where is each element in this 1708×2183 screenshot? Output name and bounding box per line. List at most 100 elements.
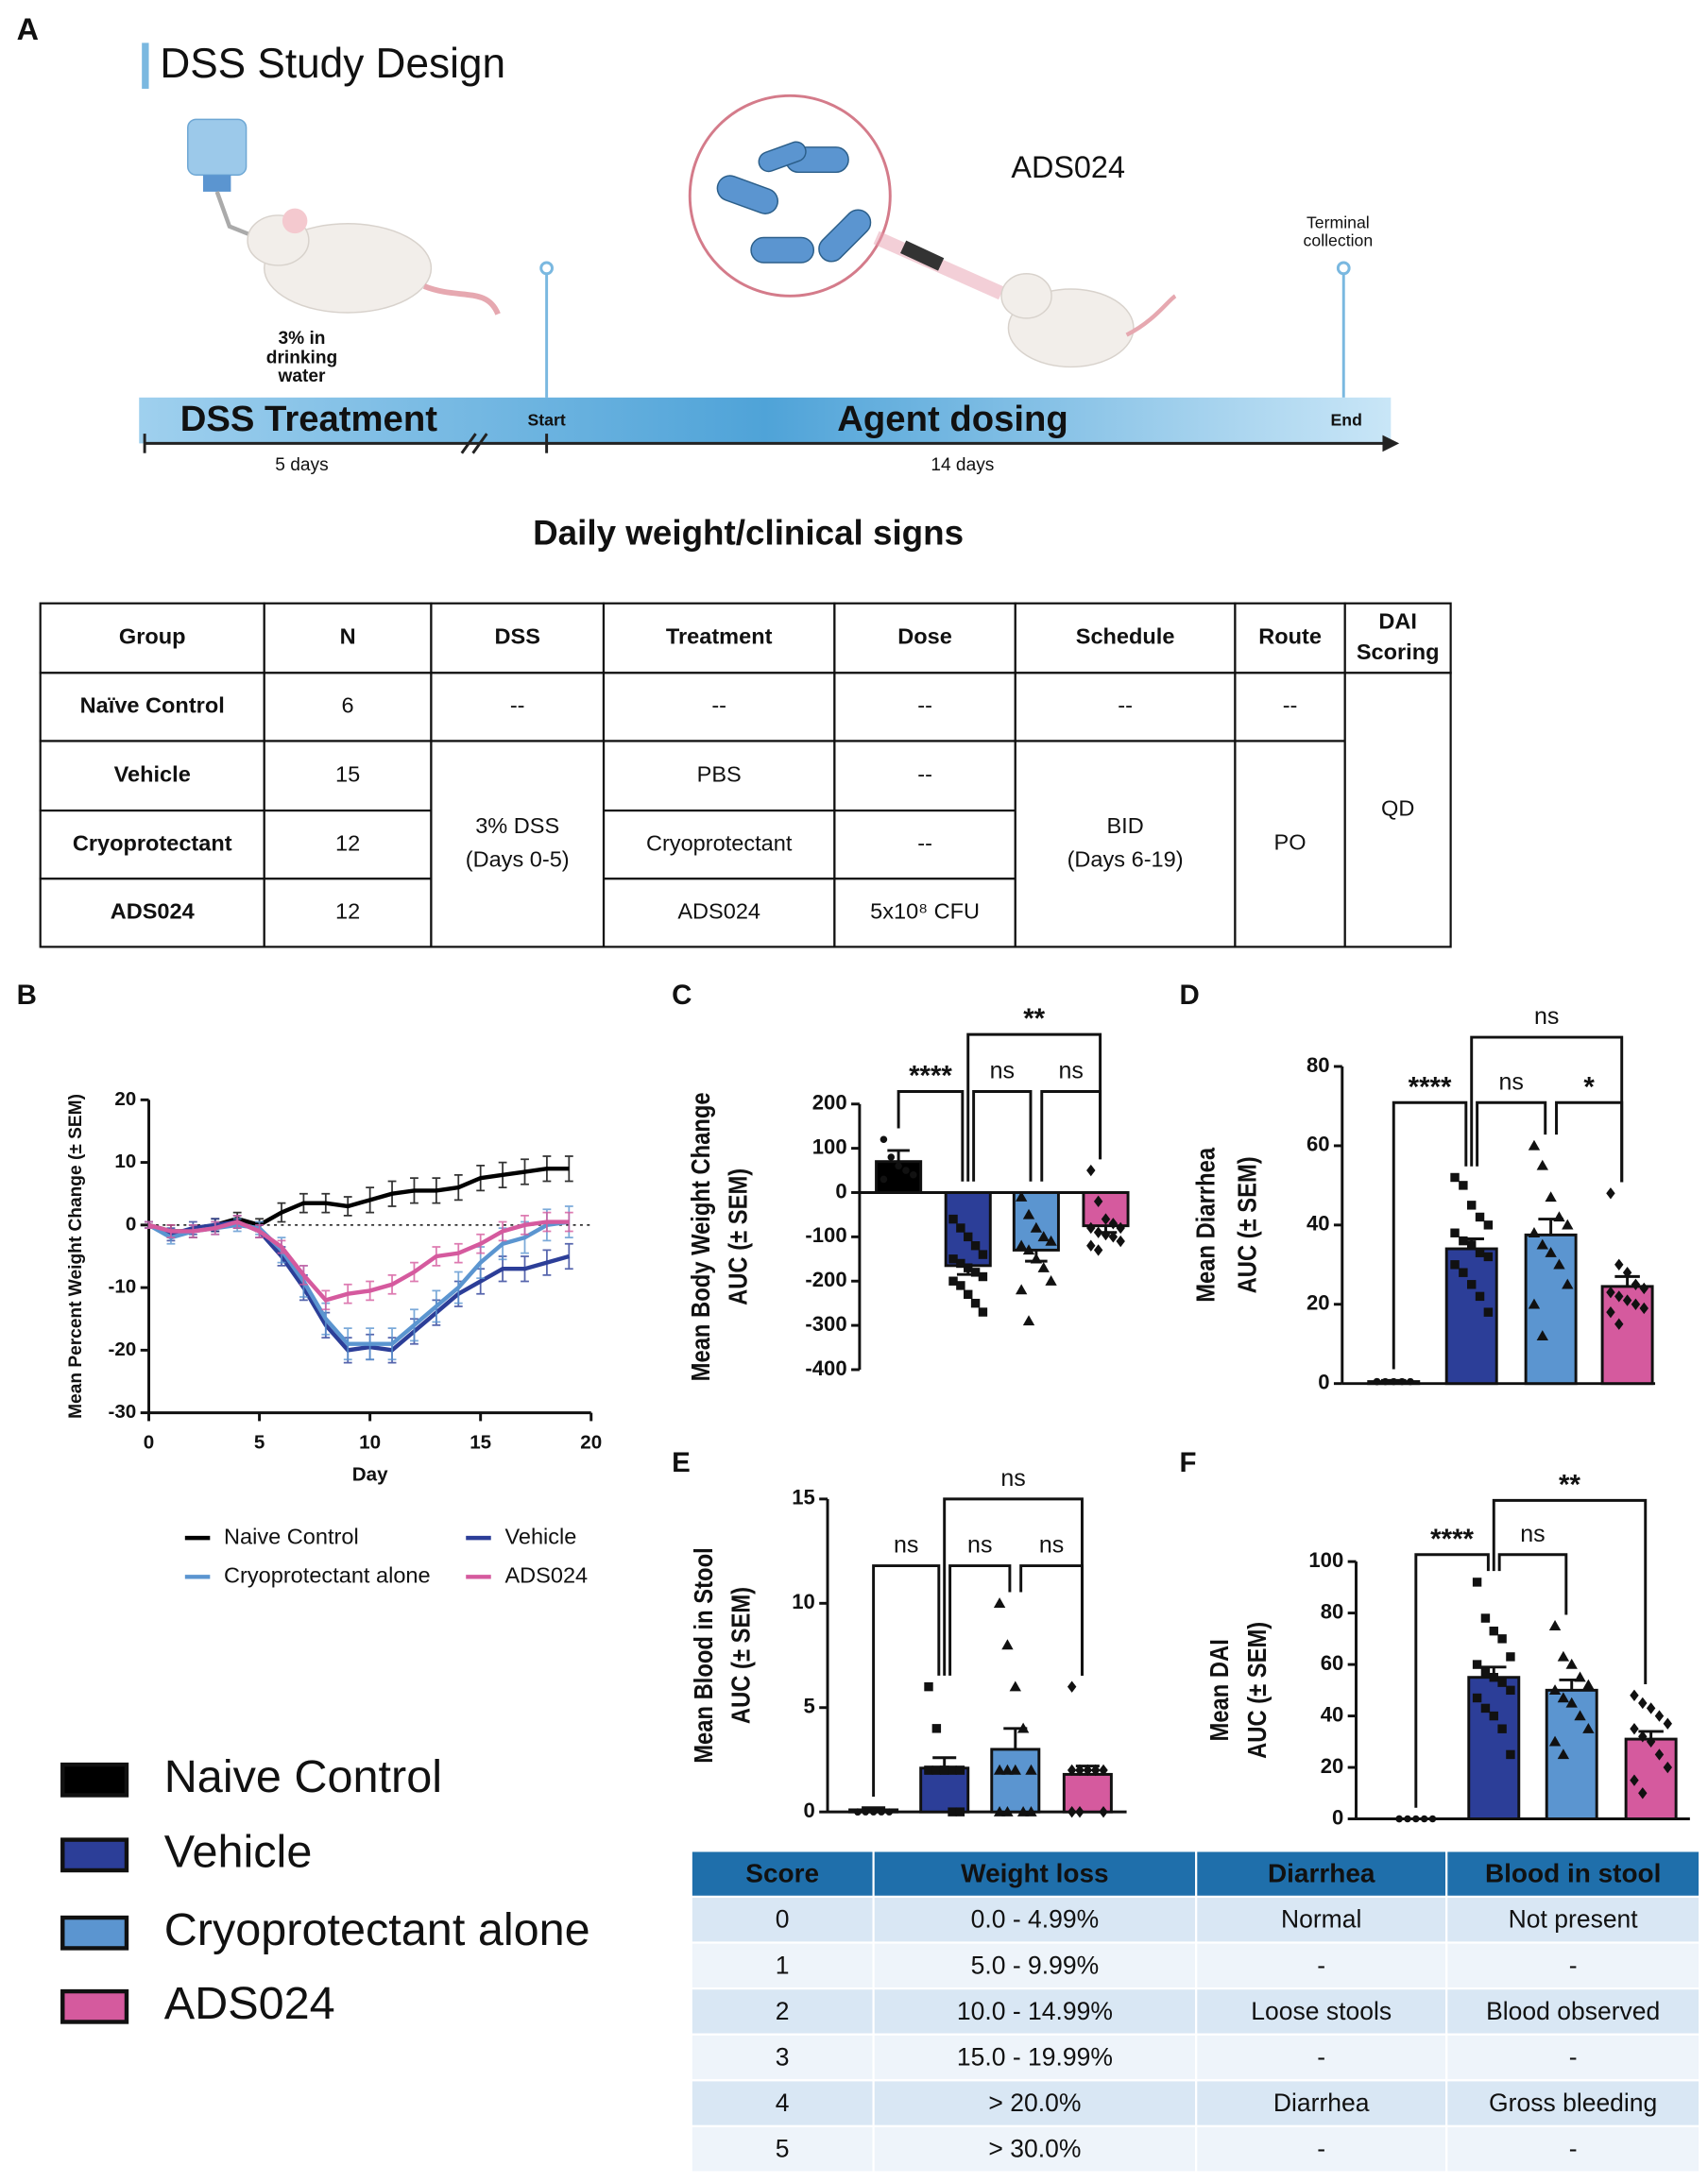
data-point <box>1099 1764 1108 1777</box>
data-point <box>880 1135 888 1144</box>
y-tick-label: 0 <box>1318 1371 1329 1394</box>
data-point <box>1545 1191 1557 1202</box>
table-text: BID <box>1106 813 1143 838</box>
data-point <box>1480 1703 1491 1714</box>
data-point <box>1582 1679 1595 1690</box>
data-point <box>993 1764 1006 1775</box>
data-point <box>1489 1673 1498 1682</box>
data-point <box>1472 1578 1482 1587</box>
table-text: - <box>1317 1951 1325 1979</box>
y-axis-label: Mean Diarrhea <box>1189 1147 1220 1302</box>
table-cell <box>833 878 1016 948</box>
table-cell <box>1014 740 1237 948</box>
data-point <box>1557 1692 1570 1703</box>
data-point <box>1528 1227 1541 1237</box>
table-cell <box>1195 2033 1448 2082</box>
data-point <box>978 1271 988 1282</box>
y-tick-label: 0 <box>835 1179 846 1202</box>
x-tick-label: 0 <box>144 1431 154 1453</box>
data-point <box>880 1175 888 1184</box>
data-point <box>1553 1211 1565 1222</box>
significance-label: ns <box>1058 1057 1083 1083</box>
table-text: Cryoprotectant <box>646 830 793 855</box>
table-text: PO <box>1274 830 1307 855</box>
table-text: 12 <box>335 830 360 855</box>
table-text: 5x10⁸ CFU <box>870 899 980 924</box>
significance-label: ns <box>967 1532 992 1559</box>
data-point <box>956 1258 965 1269</box>
y-axis-label: Mean Percent Weight Change (± SEM) <box>66 1094 86 1419</box>
table-text: 12 <box>335 899 360 924</box>
y-tick-label: 0 <box>126 1213 136 1235</box>
data-point <box>1407 1377 1414 1386</box>
data-point <box>1631 1278 1641 1290</box>
table-cell <box>39 878 265 948</box>
header-text: Weight loss <box>961 1859 1108 1888</box>
data-point <box>1553 1258 1565 1270</box>
table-text: -- <box>1283 693 1298 718</box>
data-point <box>1067 1764 1077 1777</box>
data-point <box>1398 1377 1406 1386</box>
table-text: - <box>1569 2042 1578 2071</box>
y-tick-label: 20 <box>114 1088 136 1110</box>
table-text: Normal <box>1281 1905 1361 1934</box>
data-point <box>1606 1305 1615 1319</box>
data-point <box>1428 1815 1437 1823</box>
data-point <box>1483 1307 1494 1317</box>
data-point <box>1045 1275 1057 1286</box>
significance-label: ns <box>1520 1521 1545 1547</box>
score-table: Score Weight loss Diarrhea Blood in stool 0 0… <box>690 1850 1701 2174</box>
water-note: 3% in <box>279 329 326 349</box>
table-text: Scoring <box>1357 640 1440 664</box>
table-text: (Days 0-5) <box>466 846 570 871</box>
data-point <box>1016 1722 1030 1733</box>
data-point <box>1083 1764 1093 1777</box>
data-point <box>1459 1181 1468 1190</box>
data-point <box>1099 1805 1108 1818</box>
title-accent <box>142 43 149 89</box>
y-tick-label: 100 <box>1308 1548 1343 1572</box>
significance-bracket <box>1470 1035 1624 1183</box>
legend-label: Naive Control <box>224 1524 359 1548</box>
legend: Naive Control Vehicle Cryoprotectant alone… <box>60 1751 590 2029</box>
table-text: - <box>1317 2042 1325 2071</box>
data-point <box>1037 1261 1050 1272</box>
mouse-right <box>1000 273 1177 368</box>
data-point <box>978 1307 988 1317</box>
significance-label: ns <box>894 1532 918 1559</box>
data-point <box>1093 1244 1103 1256</box>
table-cell <box>872 2033 1198 2082</box>
data-point <box>1025 1805 1037 1816</box>
y-tick-label: -300 <box>805 1312 846 1336</box>
data-point <box>1450 1172 1460 1183</box>
table-cell <box>1195 1895 1448 1944</box>
table-text: DAI <box>1378 609 1417 634</box>
data-point <box>1545 1247 1557 1257</box>
significance-bracket <box>972 1090 1033 1182</box>
data-point <box>1638 1731 1648 1743</box>
significance-label: **** <box>909 1061 952 1092</box>
data-point <box>1086 1221 1096 1235</box>
data-point <box>1075 1764 1085 1777</box>
data-point <box>1646 1702 1656 1714</box>
data-point <box>956 1223 965 1233</box>
data-point <box>1630 1689 1639 1701</box>
y-axis-label: Mean Blood in Stool <box>688 1547 718 1763</box>
data-point <box>956 1281 965 1290</box>
data-point <box>1562 1278 1574 1289</box>
y-tick-label: -20 <box>108 1339 136 1360</box>
table-text: 3 <box>776 2042 790 2071</box>
data-point <box>970 1241 981 1251</box>
table-text: 2 <box>776 1997 790 2025</box>
y-tick-label: -200 <box>805 1268 846 1291</box>
table-text: 3% DSS <box>475 813 559 838</box>
legend-label: Naive Control <box>164 1751 442 1802</box>
data-point <box>1472 1693 1482 1703</box>
significance-bracket <box>1414 1553 1490 1808</box>
data-point <box>1108 1218 1119 1230</box>
significance-label: **** <box>1409 1071 1452 1102</box>
legend-swatch <box>60 1915 129 1951</box>
significance-bracket <box>872 1564 941 1797</box>
table-text: -- <box>510 693 525 718</box>
